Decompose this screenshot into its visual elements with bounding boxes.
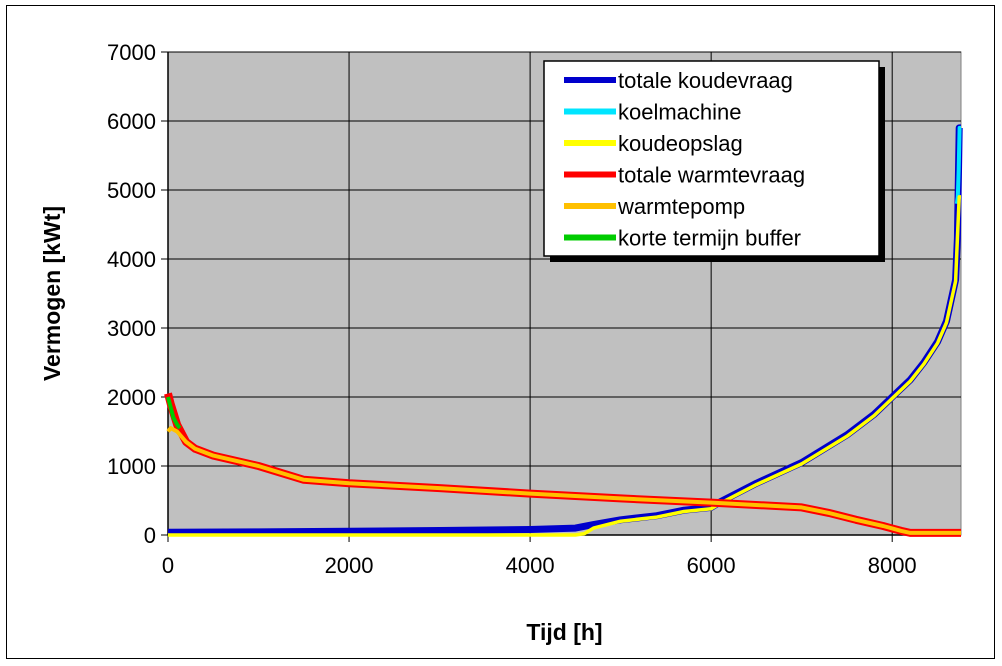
x-tick-label: 6000 <box>687 553 736 578</box>
series-line-koudeopslag <box>168 195 961 537</box>
y-tick-label: 4000 <box>107 247 156 272</box>
legend-label-koudeopslag: koudeopslag <box>618 131 743 156</box>
legend-label-totale-koudevraag: totale koudevraag <box>618 68 793 93</box>
x-tick-label: 0 <box>162 553 174 578</box>
y-tick-label: 6000 <box>107 109 156 134</box>
legend-label-warmtepomp: warmtepomp <box>617 194 745 219</box>
legend-label-totale-warmtevraag: totale warmtevraag <box>618 163 805 188</box>
x-tick-label: 4000 <box>506 553 555 578</box>
y-tick-label: 0 <box>144 523 156 548</box>
x-tick-label: 8000 <box>868 553 917 578</box>
series-lines <box>164 124 963 537</box>
legend: totale koudevraag koelmachine koudeopslag t… <box>543 60 885 262</box>
x-tick-label: 2000 <box>325 553 374 578</box>
legend-box <box>543 60 880 257</box>
y-axis-title: Vermogen [kWt] <box>39 206 65 381</box>
y-tick-label: 7000 <box>107 40 156 65</box>
x-axis-title: Tijd [h] <box>526 619 602 645</box>
y-tick-label: 5000 <box>107 178 156 203</box>
y-tick-label: 3000 <box>107 316 156 341</box>
y-tick-label: 2000 <box>107 385 156 410</box>
series-line-warmtepomp <box>166 426 961 535</box>
legend-label-korte-termijn-buffer: korte termijn buffer <box>618 226 801 251</box>
y-tick-label: 1000 <box>107 454 156 479</box>
legend-label-koelmachine: koelmachine <box>618 100 742 125</box>
series-line-korte-termijn-buffer <box>166 396 182 430</box>
